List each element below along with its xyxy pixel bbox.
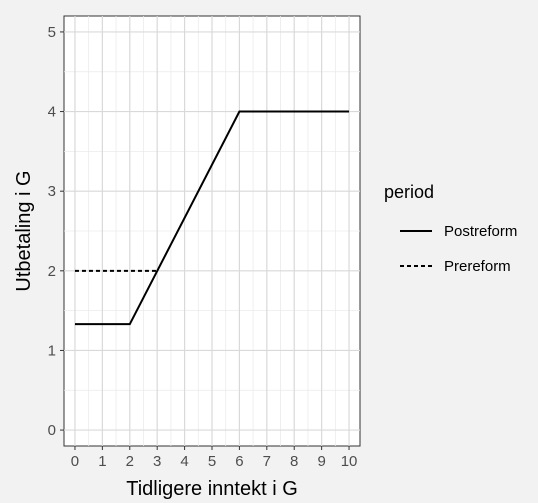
x-tick-label: 1 <box>98 453 106 470</box>
y-tick-label: 3 <box>48 183 56 200</box>
x-tick-label: 7 <box>263 453 271 470</box>
y-tick-label: 0 <box>48 422 56 439</box>
x-tick-label: 5 <box>208 453 216 470</box>
x-axis-title: Tidligere inntekt i G <box>126 478 298 500</box>
x-tick-label: 10 <box>341 453 358 470</box>
legend-label-postreform: Postreform <box>444 223 517 240</box>
series-line-postreform <box>74 110 350 326</box>
x-tick-label: 6 <box>235 453 243 470</box>
axes: 0 1 2 3 4 5 6 7 8 9 10 0 1 2 3 4 5 <box>48 24 358 470</box>
y-tick-label: 1 <box>48 342 56 359</box>
x-tick-label: 2 <box>126 453 134 470</box>
y-tick-label: 4 <box>48 104 56 121</box>
grid-lines <box>64 16 360 446</box>
series-lines <box>74 110 350 326</box>
y-tick-label: 2 <box>48 263 56 280</box>
x-tick-label: 8 <box>290 453 298 470</box>
y-axis-title: Utbetaling i G <box>13 170 35 291</box>
x-tick-label: 9 <box>317 453 325 470</box>
x-tick-label: 4 <box>180 453 188 470</box>
x-tick-label: 0 <box>71 453 79 470</box>
legend-title: period <box>384 182 434 202</box>
legend-label-prereform: Prereform <box>444 258 511 275</box>
legend: period Postreform Prereform <box>384 182 517 275</box>
y-tick-label: 5 <box>48 24 56 41</box>
x-tick-label: 3 <box>153 453 161 470</box>
